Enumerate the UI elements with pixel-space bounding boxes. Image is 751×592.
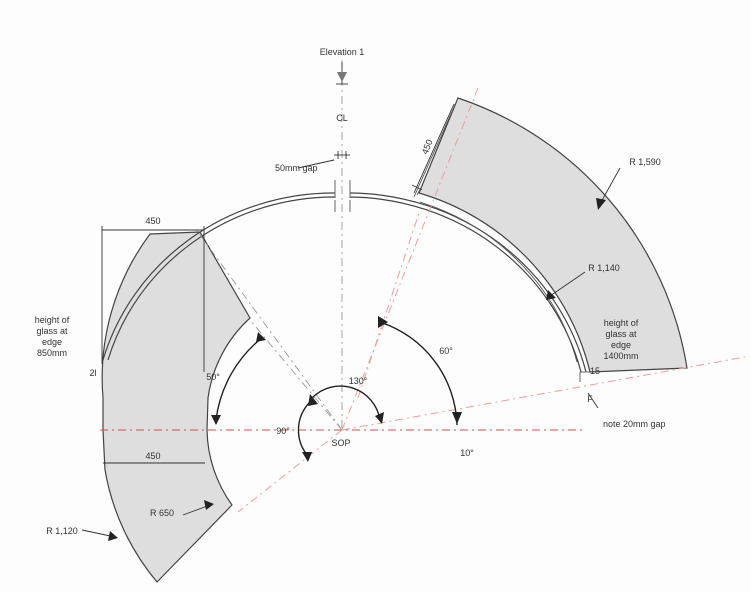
left-edge-label: 2l <box>89 368 96 378</box>
gap-top-label: 50mm gap <box>275 163 318 173</box>
axis-left-upper <box>194 227 343 431</box>
curved-wall-outer <box>102 192 336 361</box>
arc-50-arrow-icon <box>211 415 221 425</box>
leader-r1590 <box>599 167 621 205</box>
height-right-line-4: 1400mm <box>603 351 638 361</box>
width-left-bottom-label: 450 <box>145 451 160 461</box>
arc-130 <box>311 385 381 421</box>
width-left-top-label: 450 <box>145 216 160 226</box>
elevation-label: Elevation 1 <box>320 47 365 57</box>
arc-50 <box>215 336 264 421</box>
angle-90-label: 90° <box>276 426 290 436</box>
radius-outer-left-label: R 1,120 <box>46 526 78 536</box>
height-left-line-4: 850mm <box>37 348 67 358</box>
leader-r1140 <box>549 271 586 297</box>
left-glass-panel <box>101 231 251 583</box>
leader-r650-arrow-icon <box>204 500 214 510</box>
leader-r1140-arrow-icon <box>546 290 556 300</box>
right-edge-label: 15 <box>590 366 600 376</box>
right-glass-panel <box>418 97 688 373</box>
curved-wall-inner <box>107 196 336 361</box>
height-right-line-3: edge <box>611 340 631 350</box>
elevation-arrow-icon <box>337 72 347 82</box>
radius-outer-right-label: R 1,590 <box>629 157 661 167</box>
arc-130-arrow-icon <box>308 394 318 406</box>
height-left-line-1: height of <box>35 315 70 325</box>
gap-note-label: note 20mm gap <box>603 419 666 429</box>
arc-60 <box>379 321 458 426</box>
arc-60-arrow-start-icon <box>378 316 388 328</box>
right-panel-edge-line <box>413 97 459 198</box>
axis-left-mid <box>249 319 343 431</box>
dim-450-right-line <box>413 103 455 194</box>
leader-gap-note <box>587 392 599 409</box>
axis-10-degree <box>341 356 746 431</box>
arc-130-arrow-end-icon <box>375 412 384 424</box>
angle-60-label: 60° <box>439 346 453 356</box>
axis-left-lower <box>237 429 343 513</box>
curved-wall-right-outer <box>349 192 587 373</box>
height-left-line-2: glass at <box>36 326 68 336</box>
leader-gap-top <box>297 159 335 169</box>
radius-inner-right-label: R 1,140 <box>588 263 620 273</box>
leader-r1120-arrow-icon <box>108 531 118 541</box>
height-right-line-1: height of <box>604 318 639 328</box>
angle-130-label: 130° <box>349 376 368 386</box>
angle-10-label: 10° <box>460 448 474 458</box>
leader-r1590-arrow-icon <box>596 198 606 210</box>
axis-70-degree <box>341 87 479 431</box>
arc-90-arrow-icon <box>302 452 312 462</box>
arc-50-arrow-start-icon <box>256 332 266 342</box>
arc-90 <box>297 401 311 457</box>
curved-wall-right-middle <box>419 201 578 363</box>
height-right-line-2: glass at <box>605 329 637 339</box>
radius-inner-left-label: R 650 <box>150 508 174 518</box>
arc-60-arrow-icon <box>452 412 462 424</box>
right-panel-inner-strip <box>416 185 423 196</box>
dim-450-right-tick <box>411 184 423 191</box>
angle-50-label: 50° <box>206 372 220 382</box>
right-bottom-label: F <box>587 394 593 404</box>
centerline-label: CL <box>336 113 348 123</box>
height-left-line-3: edge <box>42 337 62 347</box>
origin-label: SOP <box>331 438 350 448</box>
axis-center-diagonal <box>357 209 421 399</box>
